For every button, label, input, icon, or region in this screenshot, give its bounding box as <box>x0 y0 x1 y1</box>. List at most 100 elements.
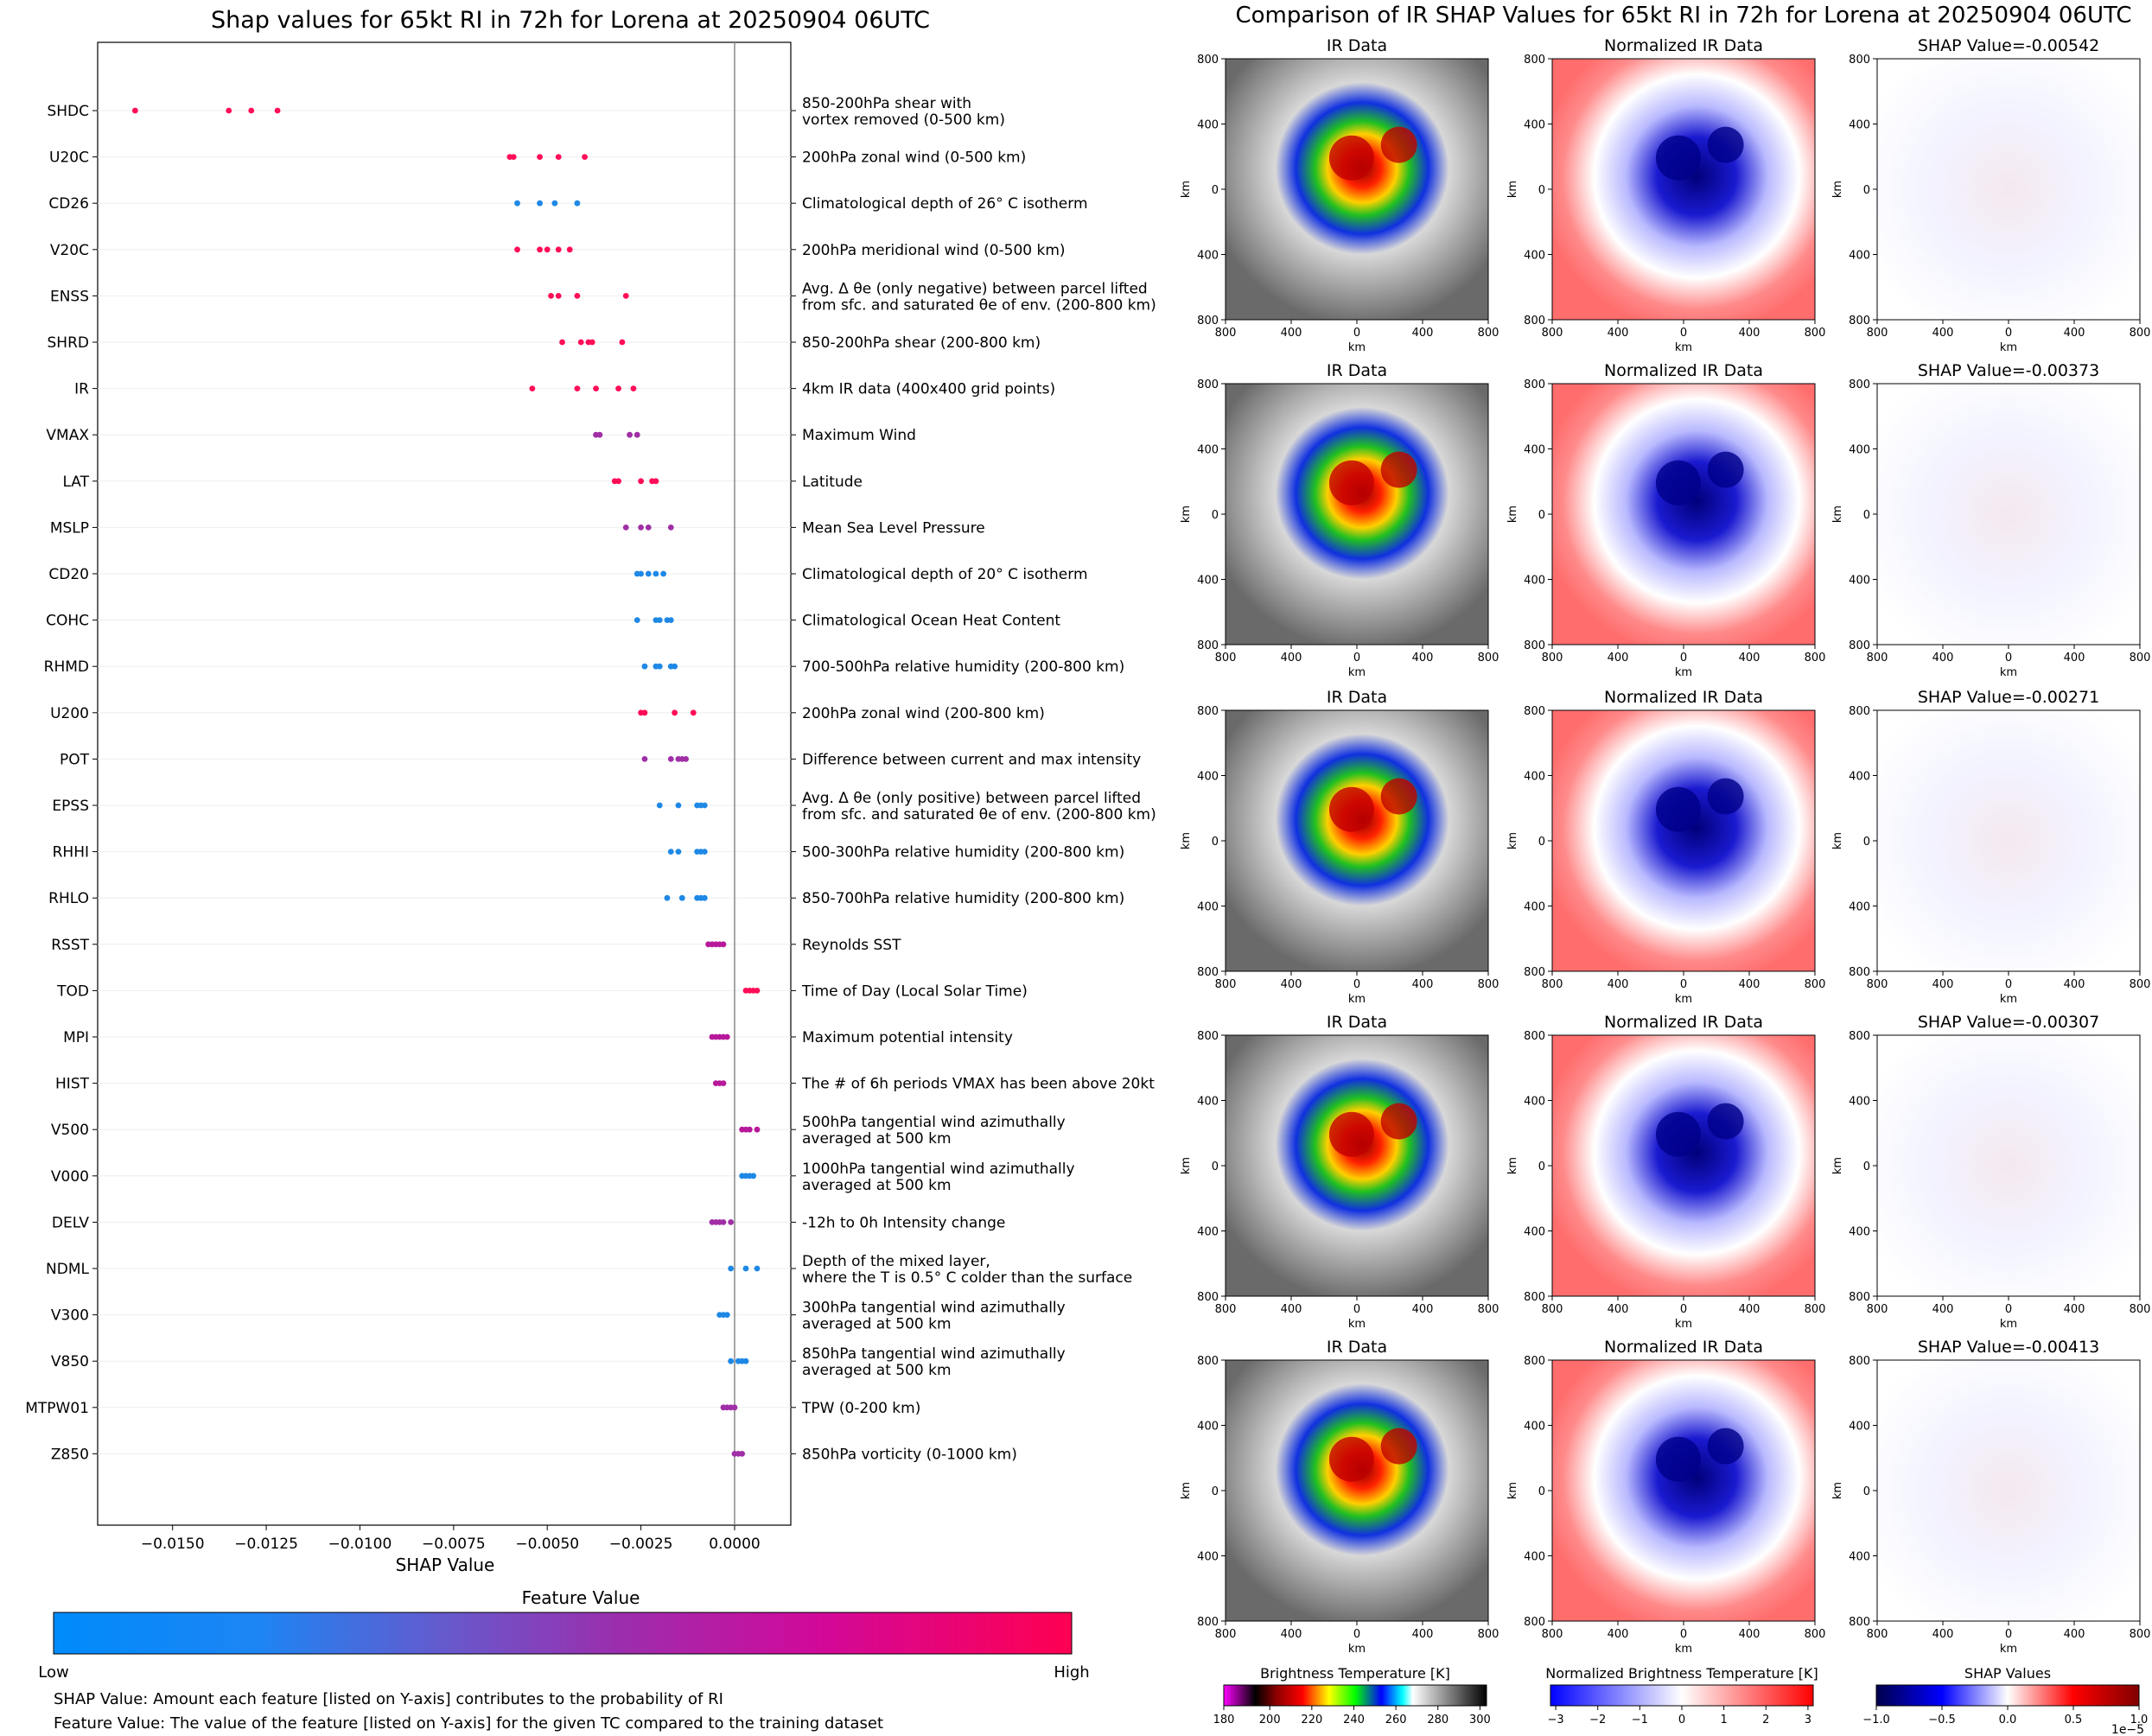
shap-point <box>701 802 708 809</box>
feature-description: Climatological Ocean Heat Content <box>802 613 1060 630</box>
feature-label: COHC <box>46 613 89 630</box>
colorbar-tick-label: 300 <box>1469 1714 1491 1726</box>
feature-label: RHMD <box>44 658 89 676</box>
feature-description: 850hPa tangential wind azimuthally averag… <box>802 1345 1066 1379</box>
subplot-y-axis-label: km <box>1180 832 1193 849</box>
shap-point <box>678 894 685 901</box>
subplot-x-tick-label: 800 <box>1542 652 1563 665</box>
feature-description: 300hPa tangential wind azimuthally averag… <box>802 1300 1066 1333</box>
shap-point <box>638 525 644 531</box>
subplot-y-axis-label: km <box>1831 181 1844 198</box>
subplot-image <box>1226 59 1488 320</box>
feature-description-labels: 850-200hPa shear with vortex removed (0-5… <box>801 95 1156 1463</box>
shap-point <box>548 293 554 299</box>
subplot-x-axis-label: km <box>1348 666 1366 679</box>
feature-description: 500-300hPa relative humidity (200-800 km… <box>802 844 1124 862</box>
subplot-y-tick-label: 800 <box>1524 639 1545 652</box>
shap-point <box>248 107 255 114</box>
subplot-y-tick-label: 800 <box>1197 1616 1219 1629</box>
shap-point <box>645 570 652 577</box>
shap-point <box>622 293 629 299</box>
subplot-x-tick-label: 400 <box>1739 1303 1760 1316</box>
shap-value-colorbar <box>1875 1684 2140 1707</box>
bt-colorbar-label: Brightness Temperature [K] <box>1260 1665 1450 1682</box>
colorbar-tick-label: 1 <box>1720 1714 1727 1726</box>
convective-core <box>1328 1111 1374 1157</box>
subplot-x-axis-label: km <box>1675 666 1692 679</box>
shap-point <box>615 385 621 391</box>
subplot-x-tick-label: 800 <box>1805 652 1826 665</box>
subplot-x-tick-label: 400 <box>1412 978 1434 991</box>
colorbar-tick-label: 180 <box>1213 1714 1235 1726</box>
subplot-y-tick-label: 800 <box>1524 1030 1545 1043</box>
subplot-x-axis-label: km <box>2000 341 2017 354</box>
subplot-title: Normalized IR Data <box>1604 1013 1763 1032</box>
shap-point <box>582 154 588 161</box>
subplot-x-axis-label: km <box>1348 341 1366 354</box>
subplot-y-tick-label: 400 <box>1197 1421 1219 1434</box>
subplot-y-tick-label: 400 <box>1849 1421 1870 1434</box>
convective-core <box>1380 1103 1417 1140</box>
subplot-x-tick-label: 0 <box>1680 652 1687 665</box>
shap-point <box>728 1265 735 1272</box>
ir-subplot: SHAP Value=-0.00542800800400400004004008… <box>1831 36 2150 354</box>
subplot-x-tick-label: 0 <box>1353 327 1360 340</box>
subplot-title: Normalized IR Data <box>1604 688 1763 707</box>
shap-point <box>551 200 558 207</box>
subplot-x-tick-label: 400 <box>1281 652 1302 665</box>
subplot-y-tick-label: 0 <box>1538 836 1545 849</box>
feature-label: VMAX <box>46 427 89 444</box>
convective-core <box>1655 460 1701 506</box>
subplot-x-tick-label: 400 <box>1739 652 1760 665</box>
subplot-y-tick-label: 400 <box>1524 1096 1545 1109</box>
shap-point <box>514 246 520 253</box>
shap-axes <box>97 41 792 1526</box>
shap-colorbar-label: SHAP Values <box>1964 1665 2051 1682</box>
feature-description: 850-700hPa relative humidity (200-800 km… <box>802 890 1124 907</box>
subplot-title: IR Data <box>1327 1338 1387 1357</box>
subplot-x-axis-label: km <box>2000 1318 2017 1331</box>
feature-description: Avg. Δ θe (only negative) between parcel… <box>802 280 1156 314</box>
subplot-title: IR Data <box>1327 688 1387 707</box>
subplot-x-tick-label: 400 <box>1608 327 1629 340</box>
ir-panel-grid: IR Data80080040040000400400800800kmkmNor… <box>1180 36 2150 1656</box>
subplot-x-tick-label: 400 <box>1412 1628 1434 1641</box>
subplot-x-tick-label: 800 <box>1478 1628 1499 1641</box>
subplot-x-tick-label: 0 <box>2005 1628 2012 1641</box>
subplot-y-axis-label: km <box>1831 1482 1844 1499</box>
subplot-x-tick-label: 0 <box>2005 978 2012 991</box>
shap-row-gridlines <box>92 110 796 1454</box>
ir-subplot: Normalized IR Data8008004004000040040080… <box>1506 36 1825 354</box>
subplot-x-tick-label: 400 <box>1281 327 1302 340</box>
feature-label: TOD <box>56 982 89 1000</box>
shap-plot-frame <box>97 41 792 1526</box>
shap-point <box>630 385 637 391</box>
shap-point <box>627 431 633 438</box>
ir-subplot: SHAP Value=-0.00307800800400400004004008… <box>1831 1013 2150 1331</box>
colorbar-tick-label: 0.5 <box>2065 1714 2083 1726</box>
subplot-x-axis-label: km <box>1675 341 1692 354</box>
shap-point <box>589 339 595 346</box>
colorbar-tick-label: 200 <box>1259 1714 1281 1726</box>
subplot-title: IR Data <box>1327 36 1387 55</box>
convective-core <box>1707 778 1744 815</box>
shap-point <box>656 802 663 809</box>
subplot-y-axis-label: km <box>1831 506 1844 523</box>
subplot-y-tick-label: 400 <box>1849 1096 1870 1109</box>
colorbar-tick-label: −3 <box>1547 1714 1563 1726</box>
subplot-y-tick-label: 400 <box>1524 1551 1545 1564</box>
subplot-y-tick-label: 800 <box>1849 639 1870 652</box>
subplot-y-tick-label: 400 <box>1197 1551 1219 1564</box>
subplot-x-tick-label: 400 <box>1412 652 1434 665</box>
feature-description: Avg. Δ θe (only positive) between parcel… <box>802 790 1156 823</box>
subplot-x-tick-label: 0 <box>2005 327 2012 340</box>
subplot-image <box>1552 59 1815 320</box>
colorbar-tick-label: 1.0 <box>2130 1714 2149 1726</box>
subplot-title: SHAP Value=-0.00373 <box>1918 361 2099 380</box>
ir-subplot: Normalized IR Data8008004004000040040080… <box>1506 1338 1825 1656</box>
subplot-y-tick-label: 0 <box>1538 509 1545 522</box>
subplot-y-axis-label: km <box>1831 832 1844 849</box>
